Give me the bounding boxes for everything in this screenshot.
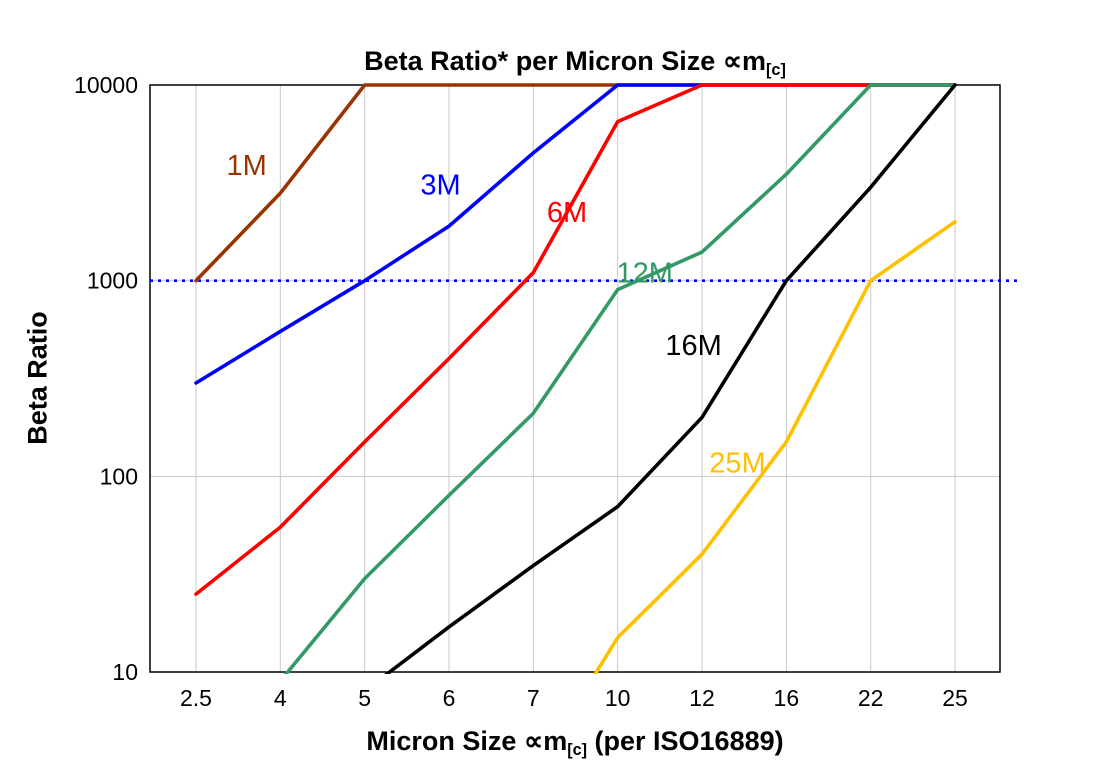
svg-text:4: 4 [274, 685, 287, 711]
svg-text:12: 12 [689, 685, 715, 711]
svg-text:100: 100 [100, 463, 138, 489]
svg-text:3M: 3M [420, 170, 460, 202]
svg-text:12M: 12M [616, 258, 672, 290]
svg-text:16M: 16M [665, 330, 721, 362]
svg-text:1M: 1M [226, 150, 266, 182]
chart-title-unit: ∝m [722, 46, 767, 76]
x-axis-title: Micron Size ∝m[c] (per ISO16889) [150, 726, 1000, 760]
svg-text:25M: 25M [709, 447, 765, 479]
svg-text:25: 25 [942, 685, 968, 711]
x-axis-title-subscript: [c] [567, 740, 588, 759]
svg-text:2.5: 2.5 [180, 685, 212, 711]
chart-title: Beta Ratio* per Micron Size ∝m[c] [150, 46, 1000, 80]
svg-text:10: 10 [112, 659, 138, 685]
x-axis-title-unit: ∝m [523, 726, 568, 756]
svg-text:7: 7 [527, 685, 540, 711]
svg-text:10: 10 [605, 685, 631, 711]
y-axis-title: Beta Ratio [22, 311, 53, 445]
svg-text:6: 6 [443, 685, 456, 711]
chart-title-main: Beta Ratio* per Micron Size [364, 46, 723, 76]
svg-text:1000: 1000 [87, 268, 138, 294]
chart-title-subscript: [c] [766, 60, 786, 79]
svg-text:16: 16 [774, 685, 800, 711]
svg-text:5: 5 [358, 685, 371, 711]
svg-text:6M: 6M [547, 197, 587, 229]
svg-text:10000: 10000 [74, 72, 138, 98]
svg-text:22: 22 [858, 685, 884, 711]
x-axis-title-pre: Micron Size [366, 726, 524, 756]
x-axis-title-post: (per ISO16889) [587, 726, 784, 756]
